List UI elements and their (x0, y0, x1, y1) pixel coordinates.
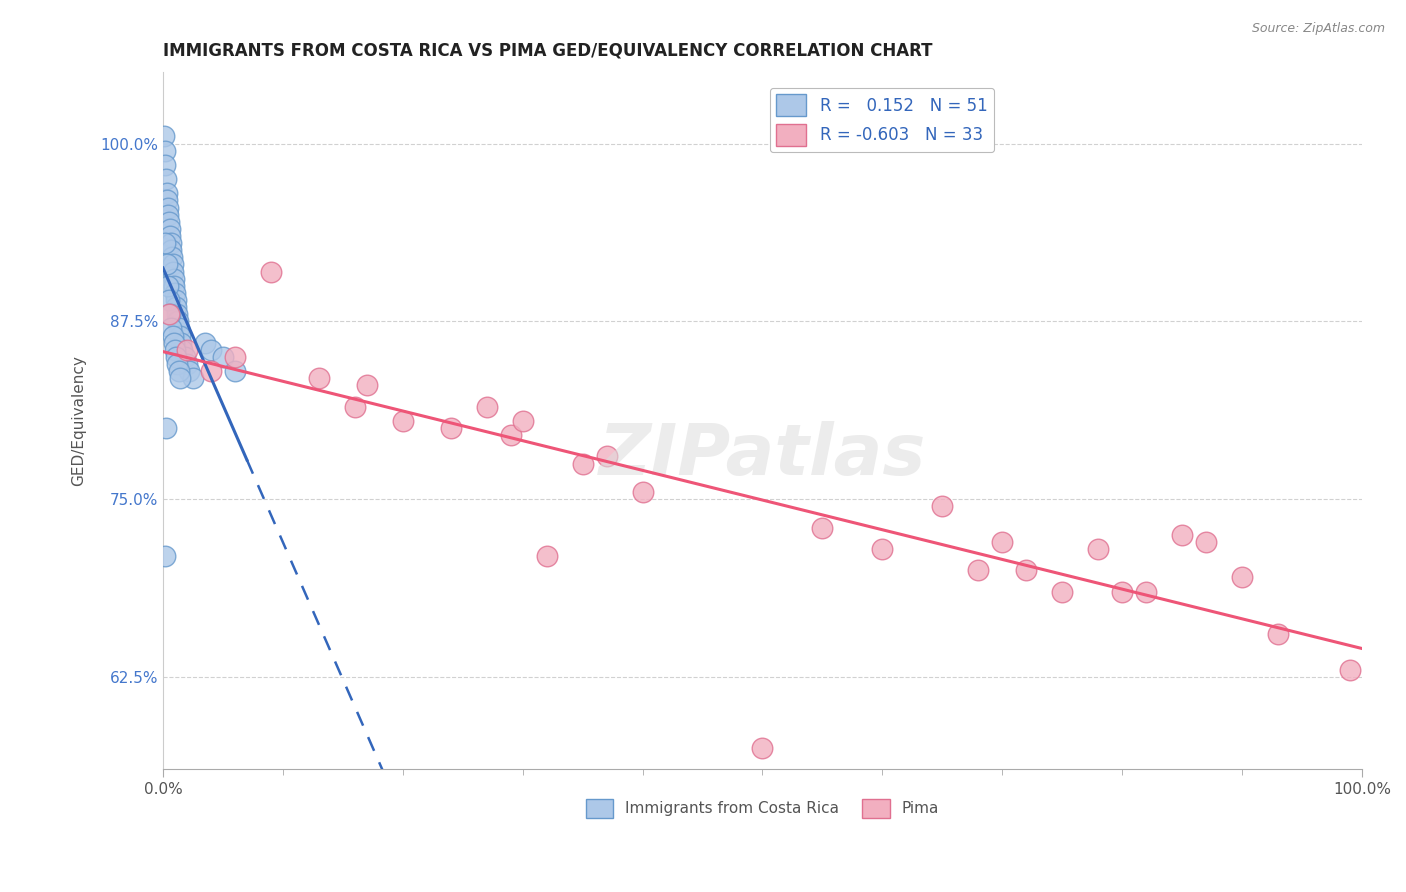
Point (631, 485, 654, 500)
Point (181, 371, 204, 385)
Point (475, 400, 498, 414)
Point (308, 371, 330, 385)
Point (440, 421, 463, 435)
Point (169, 371, 191, 385)
Point (165, 293, 187, 307)
Point (163, 278, 186, 293)
Point (173, 350, 195, 364)
Point (159, 222, 181, 236)
Point (157, 307, 180, 321)
Point (156, 201, 179, 215)
Point (167, 364, 190, 378)
Point (166, 314, 188, 328)
Point (166, 357, 188, 371)
Point (1267, 627, 1289, 641)
Point (156, 194, 179, 208)
Point (172, 343, 194, 357)
Point (167, 314, 190, 328)
Point (1339, 663, 1361, 677)
Text: Source: ZipAtlas.com: Source: ZipAtlas.com (1251, 22, 1385, 36)
Point (176, 343, 198, 357)
Point (1230, 570, 1253, 584)
Point (155, 186, 177, 201)
Text: IMMIGRANTS FROM COSTA RICA VS PIMA GED/EQUIVALENCY CORRELATION CHART: IMMIGRANTS FROM COSTA RICA VS PIMA GED/E… (163, 42, 932, 60)
Point (179, 364, 201, 378)
Point (356, 378, 378, 392)
Point (499, 428, 522, 442)
Point (967, 563, 990, 577)
Legend: Immigrants from Costa Rica, Pima: Immigrants from Costa Rica, Pima (579, 792, 945, 824)
Point (1052, 584, 1074, 599)
Point (1111, 584, 1133, 599)
Point (536, 549, 558, 563)
Point (157, 208, 180, 222)
Point (931, 499, 953, 513)
Point (167, 321, 190, 335)
Point (160, 321, 183, 335)
Point (157, 215, 180, 229)
Point (200, 343, 222, 357)
Point (224, 364, 246, 378)
Point (162, 257, 184, 271)
Point (155, 158, 177, 172)
Point (162, 328, 184, 343)
Point (159, 307, 181, 321)
Point (159, 229, 181, 244)
Point (153, 129, 176, 144)
Point (512, 414, 534, 428)
Point (991, 534, 1014, 549)
Point (156, 278, 179, 293)
Point (571, 457, 593, 471)
Text: ZIPatlas: ZIPatlas (599, 421, 927, 491)
Point (176, 357, 198, 371)
Point (165, 300, 187, 314)
Y-axis label: GED/Equivalency: GED/Equivalency (72, 355, 86, 486)
Point (163, 335, 186, 350)
Point (595, 450, 617, 464)
Point (157, 293, 180, 307)
Point (751, 741, 773, 756)
Point (155, 172, 177, 186)
Point (391, 414, 413, 428)
Point (1195, 534, 1218, 549)
Point (1135, 584, 1157, 599)
Point (163, 285, 186, 300)
Point (163, 343, 186, 357)
Point (811, 520, 834, 534)
Point (169, 328, 191, 343)
Point (194, 335, 217, 350)
Point (155, 236, 177, 251)
Point (212, 350, 235, 364)
Point (343, 400, 366, 414)
Point (159, 236, 181, 251)
Point (872, 541, 894, 556)
Point (166, 307, 188, 321)
Point (162, 264, 184, 278)
Point (165, 350, 187, 364)
Point (224, 350, 246, 364)
Point (153, 144, 176, 158)
Point (160, 250, 183, 264)
Point (170, 335, 193, 350)
Point (160, 243, 183, 257)
Point (155, 257, 177, 271)
Point (260, 264, 283, 278)
Point (153, 549, 176, 563)
Point (1087, 541, 1109, 556)
Point (200, 364, 222, 378)
Point (1171, 527, 1194, 541)
Point (155, 421, 177, 435)
Point (163, 271, 186, 285)
Point (1015, 563, 1038, 577)
